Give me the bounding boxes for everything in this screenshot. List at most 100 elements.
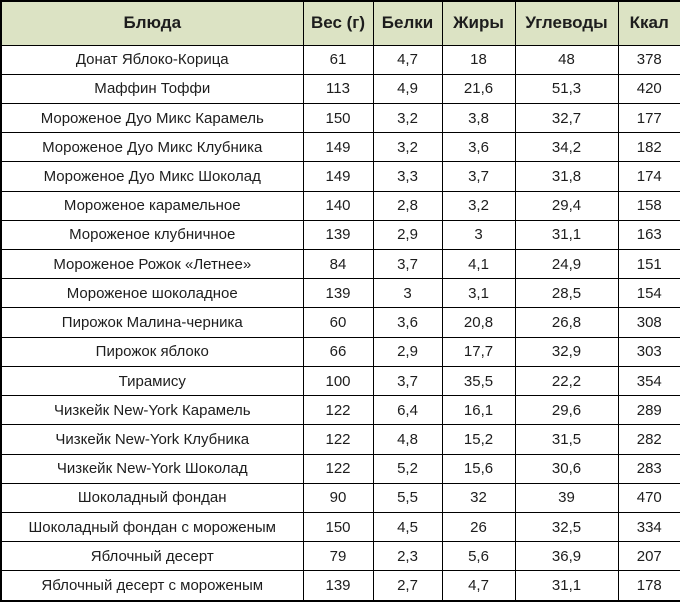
- weight-cell: 90: [302, 482, 374, 514]
- table-row: Мороженое Дуо Микс Шоколад 149 3,3 3,7 31,8 1…: [0, 161, 680, 192]
- carbs-cell: 36,9: [514, 541, 619, 572]
- weight-cell: 139: [302, 219, 374, 251]
- carbs-cell: 26,8: [514, 307, 619, 338]
- column-header-protein: Белки: [372, 0, 443, 46]
- weight-cell: 79: [302, 541, 374, 572]
- table-row: Мороженое шоколадное 139 3 3,1 28,5 154: [0, 278, 680, 309]
- protein-cell: 2,9: [372, 336, 443, 367]
- dish-cell: Чизкейк New-York Шоколад: [0, 453, 304, 484]
- fat-cell: 3,8: [441, 102, 516, 134]
- kcal-cell: 283: [617, 453, 680, 484]
- protein-cell: 6,4: [372, 395, 443, 426]
- kcal-cell: 177: [617, 102, 680, 134]
- dish-cell: Шоколадный фондан: [0, 482, 304, 514]
- weight-cell: 149: [302, 161, 374, 192]
- fat-cell: 17,7: [441, 336, 516, 367]
- carbs-cell: 32,9: [514, 336, 619, 367]
- table-row: Чизкейк New-York Клубника 122 4,8 15,2 31,5 2…: [0, 424, 680, 455]
- protein-cell: 3,2: [372, 102, 443, 134]
- carbs-cell: 32,7: [514, 102, 619, 134]
- column-header-weight: Вес (г): [302, 0, 374, 46]
- protein-cell: 4,8: [372, 424, 443, 455]
- fat-cell: 35,5: [441, 365, 516, 397]
- kcal-cell: 158: [617, 190, 680, 221]
- protein-cell: 4,7: [372, 44, 443, 75]
- kcal-cell: 289: [617, 395, 680, 426]
- fat-cell: 32: [441, 482, 516, 514]
- table-row: Тирамису 100 3,7 35,5 22,2 354: [0, 365, 680, 397]
- table-row: Пирожок Малина-черника 60 3,6 20,8 26,8 308: [0, 307, 680, 338]
- table-row: Яблочный десерт 79 2,3 5,6 36,9 207: [0, 541, 680, 572]
- fat-cell: 4,7: [441, 570, 516, 602]
- carbs-cell: 22,2: [514, 365, 619, 397]
- dish-cell: Мороженое Дуо Микс Клубника: [0, 132, 304, 163]
- kcal-cell: 354: [617, 365, 680, 397]
- carbs-cell: 31,5: [514, 424, 619, 455]
- protein-cell: 2,7: [372, 570, 443, 602]
- protein-cell: 3,6: [372, 307, 443, 338]
- protein-cell: 2,3: [372, 541, 443, 572]
- kcal-cell: 378: [617, 44, 680, 75]
- table-row: Шоколадный фондан с мороженым 150 4,5 26 32,…: [0, 511, 680, 543]
- table-row: Мороженое карамельное 140 2,8 3,2 29,4 158: [0, 190, 680, 221]
- weight-cell: 140: [302, 190, 374, 221]
- dish-cell: Мороженое Дуо Микс Карамель: [0, 102, 304, 134]
- table-row: Яблочный десерт с мороженым 139 2,7 4,7 31,1…: [0, 570, 680, 602]
- carbs-cell: 39: [514, 482, 619, 514]
- protein-cell: 2,8: [372, 190, 443, 221]
- fat-cell: 3: [441, 219, 516, 251]
- fat-cell: 18: [441, 44, 516, 75]
- kcal-cell: 308: [617, 307, 680, 338]
- table-header: Блюда Вес (г) Белки Жиры Углеводы Ккал: [0, 0, 680, 46]
- weight-cell: 100: [302, 365, 374, 397]
- protein-cell: 2,9: [372, 219, 443, 251]
- fat-cell: 20,8: [441, 307, 516, 338]
- carbs-cell: 51,3: [514, 73, 619, 104]
- column-header-dish: Блюда: [0, 0, 304, 46]
- weight-cell: 122: [302, 395, 374, 426]
- fat-cell: 3,6: [441, 132, 516, 163]
- dish-cell: Чизкейк New-York Клубника: [0, 424, 304, 455]
- protein-cell: 3,7: [372, 365, 443, 397]
- protein-cell: 3,7: [372, 249, 443, 280]
- column-header-fat: Жиры: [441, 0, 516, 46]
- carbs-cell: 29,6: [514, 395, 619, 426]
- kcal-cell: 420: [617, 73, 680, 104]
- dish-cell: Мороженое Рожок «Летнее»: [0, 249, 304, 280]
- kcal-cell: 163: [617, 219, 680, 251]
- kcal-cell: 282: [617, 424, 680, 455]
- protein-cell: 3,2: [372, 132, 443, 163]
- kcal-cell: 151: [617, 249, 680, 280]
- fat-cell: 15,2: [441, 424, 516, 455]
- weight-cell: 139: [302, 278, 374, 309]
- protein-cell: 4,5: [372, 511, 443, 543]
- table-row: Мороженое Рожок «Летнее» 84 3,7 4,1 24,9 151: [0, 249, 680, 280]
- protein-cell: 4,9: [372, 73, 443, 104]
- carbs-cell: 31,1: [514, 219, 619, 251]
- column-header-kcal: Ккал: [617, 0, 680, 46]
- fat-cell: 4,1: [441, 249, 516, 280]
- weight-cell: 66: [302, 336, 374, 367]
- carbs-cell: 48: [514, 44, 619, 75]
- kcal-cell: 178: [617, 570, 680, 602]
- fat-cell: 15,6: [441, 453, 516, 484]
- kcal-cell: 303: [617, 336, 680, 367]
- dish-cell: Яблочный десерт: [0, 541, 304, 572]
- carbs-cell: 24,9: [514, 249, 619, 280]
- kcal-cell: 334: [617, 511, 680, 543]
- table-row: Мороженое Дуо Микс Клубника 149 3,2 3,6 34,2…: [0, 132, 680, 163]
- weight-cell: 60: [302, 307, 374, 338]
- table-row: Чизкейк New-York Карамель 122 6,4 16,1 29,6 2…: [0, 395, 680, 426]
- table-row: Мороженое клубничное 139 2,9 3 31,1 163: [0, 219, 680, 251]
- weight-cell: 61: [302, 44, 374, 75]
- protein-cell: 5,5: [372, 482, 443, 514]
- table-row: Мороженое Дуо Микс Карамель 150 3,2 3,8 32,7…: [0, 102, 680, 134]
- weight-cell: 139: [302, 570, 374, 602]
- dish-cell: Мороженое Дуо Микс Шоколад: [0, 161, 304, 192]
- table-row: Шоколадный фондан 90 5,5 32 39 470: [0, 482, 680, 514]
- fat-cell: 5,6: [441, 541, 516, 572]
- table-row: Пирожок яблоко 66 2,9 17,7 32,9 303: [0, 336, 680, 367]
- carbs-cell: 32,5: [514, 511, 619, 543]
